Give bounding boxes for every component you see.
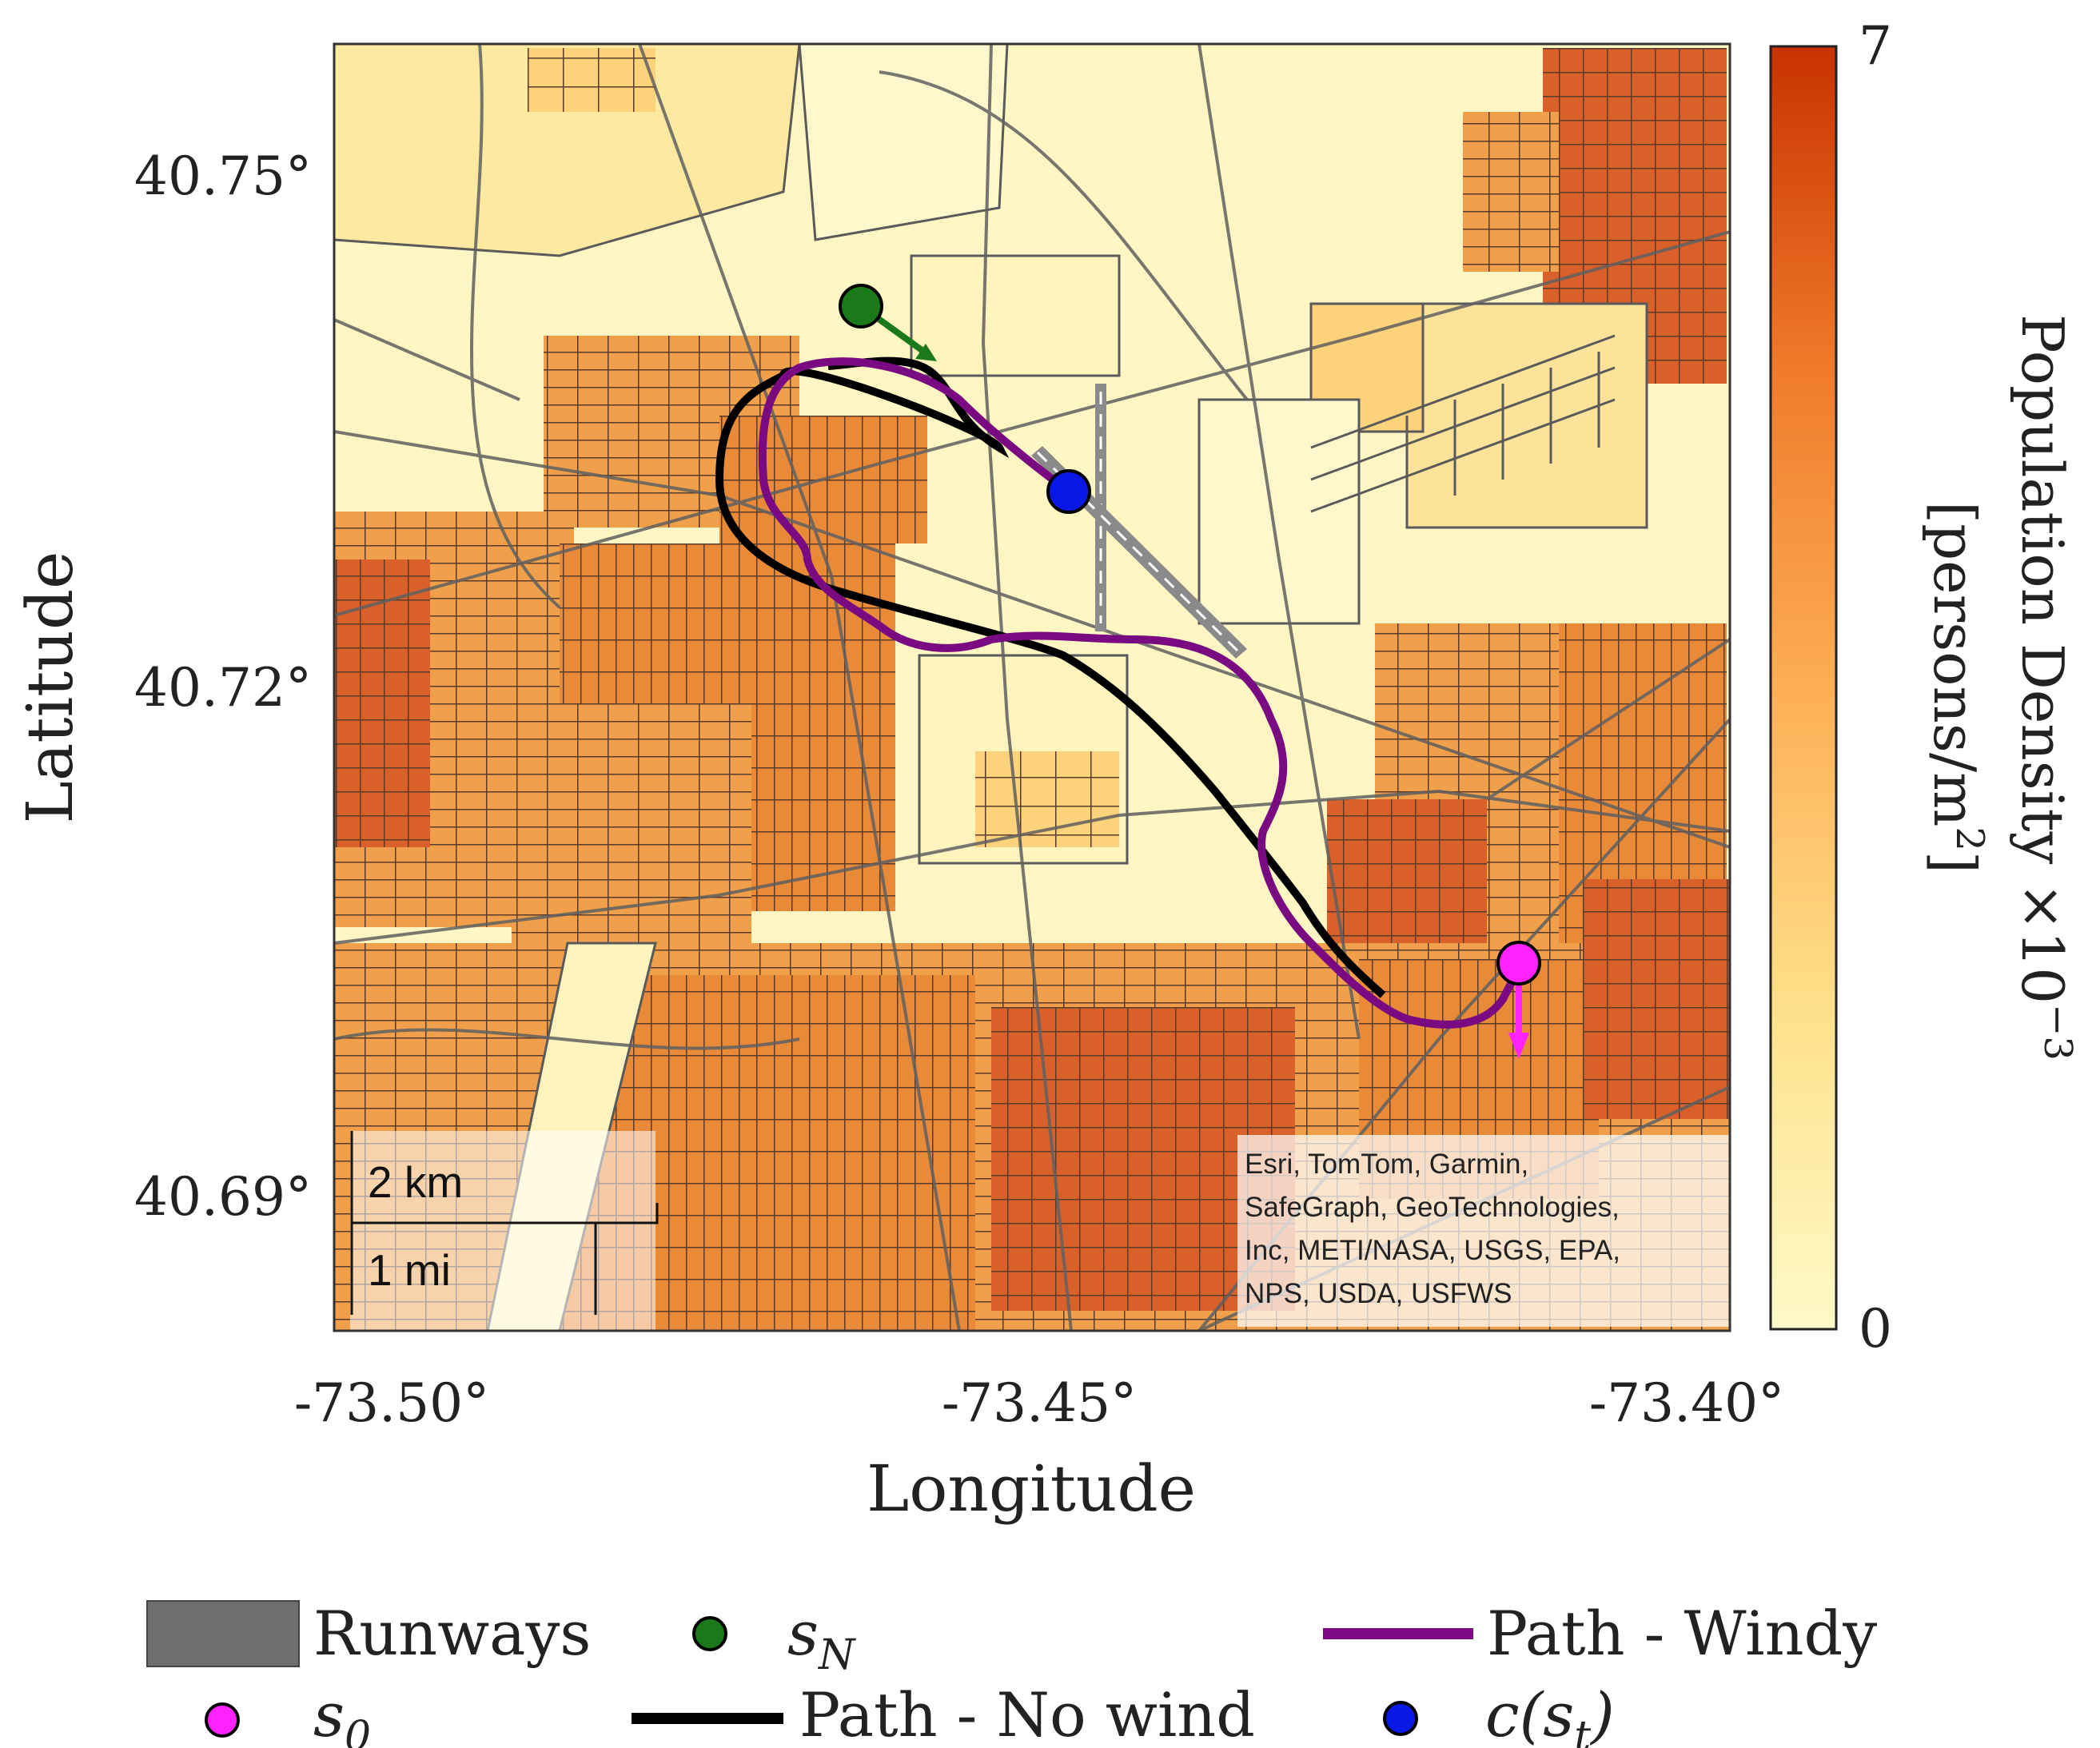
legend: Runways sN Path - Windy s0 Path - No win… [146, 1598, 1877, 1748]
colorbar-max-label: 7 [1859, 15, 1892, 77]
svg-text:sN: sN [787, 1598, 856, 1679]
path-windy [758, 357, 1523, 1029]
marker-s-0 [1496, 941, 1541, 985]
x-axis-label: Longitude [867, 1451, 1196, 1526]
svg-text:Path - No wind: Path - No wind [799, 1679, 1255, 1748]
y-tick-label: 40.75° [134, 145, 312, 207]
x-tick-label: -73.40° [1589, 1372, 1784, 1434]
svg-text:s0: s0 [313, 1679, 371, 1748]
svg-text:Inc, METI/NASA, USGS, EPA,: Inc, METI/NASA, USGS, EPA, [1245, 1235, 1620, 1266]
y-tick-label: 40.72° [134, 657, 312, 719]
svg-text:NPS, USDA, USFWS: NPS, USDA, USFWS [1245, 1278, 1512, 1309]
legend-item-runways: Runways [146, 1598, 591, 1669]
colorbar: 7 0 Population Density ×10−3 [persons/m2… [1769, 15, 2080, 1360]
colorbar-gradient [1769, 45, 1838, 1331]
basemap-attribution: Esri, TomTom, Garmin, SafeGraph, GeoTech… [1237, 1135, 1730, 1327]
x-tick-label: -73.45° [942, 1372, 1137, 1434]
x-tick-label: -73.50° [294, 1372, 489, 1434]
svg-text:SafeGraph, GeoTechnologies,: SafeGraph, GeoTechnologies, [1245, 1192, 1620, 1223]
svg-text:c(st): c(st) [1485, 1679, 1615, 1748]
roads [334, 44, 1730, 1331]
marker-s-n [839, 284, 883, 328]
scale-bar: 2 km 1 mi [350, 1131, 659, 1331]
map-area[interactable]: Esri, TomTom, Garmin, SafeGraph, GeoTech… [334, 44, 1730, 1331]
path-no-wind [715, 356, 1386, 998]
y-axis: 40.75° 40.72° 40.69° Latitude [13, 145, 312, 1228]
legend-item-path-windy: Path - Windy [1323, 1598, 1877, 1669]
colorbar-units: [persons/m2] [1921, 501, 1992, 874]
legend-item-s-0: s0 [205, 1679, 371, 1748]
marker-c-st [1046, 469, 1091, 514]
y-axis-label: Latitude [13, 551, 87, 824]
svg-text:1 mi: 1 mi [368, 1245, 451, 1295]
x-axis: -73.50° -73.45° -73.40° Longitude [294, 1372, 1784, 1526]
legend-item-c-st: c(st) [1383, 1679, 1615, 1748]
legend-item-path-no-wind: Path - No wind [632, 1679, 1255, 1748]
svg-text:Runways: Runways [313, 1598, 591, 1669]
svg-text:Path - Windy: Path - Windy [1487, 1598, 1877, 1669]
legend-item-s-n: sN [692, 1598, 856, 1679]
map-frame [333, 42, 1731, 1332]
colorbar-min-label: 0 [1859, 1298, 1892, 1360]
svg-text:Esri, TomTom, Garmin,: Esri, TomTom, Garmin, [1245, 1149, 1528, 1180]
colorbar-title: Population Density ×10−3 [2009, 314, 2080, 1061]
svg-text:2 km: 2 km [368, 1157, 463, 1207]
y-tick-label: 40.69° [134, 1166, 312, 1228]
